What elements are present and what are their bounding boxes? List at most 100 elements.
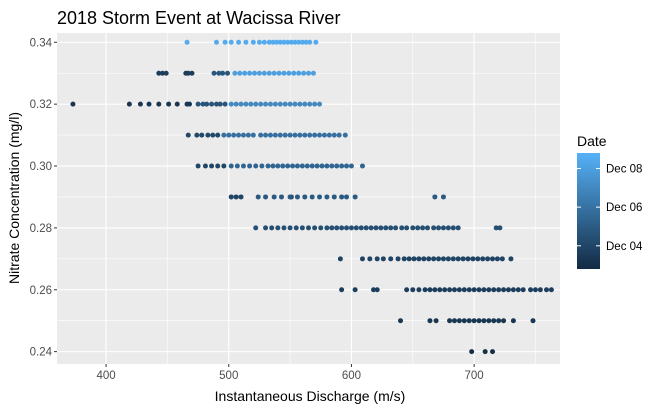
data-point	[312, 225, 318, 231]
data-point	[470, 256, 476, 262]
data-point	[329, 163, 335, 169]
data-point	[213, 101, 219, 107]
data-point	[250, 39, 256, 45]
data-point	[279, 194, 285, 200]
data-point	[287, 194, 293, 200]
data-point	[476, 287, 482, 293]
data-point	[290, 163, 296, 169]
data-point	[293, 225, 299, 231]
data-point	[460, 256, 466, 262]
data-point	[532, 287, 538, 293]
data-point	[126, 101, 132, 107]
data-point	[291, 70, 297, 76]
panel-background	[57, 33, 560, 364]
data-point	[537, 287, 543, 293]
data-point	[544, 287, 550, 293]
data-point	[189, 70, 195, 76]
data-point	[486, 287, 492, 293]
data-point	[194, 132, 200, 138]
data-point	[263, 194, 269, 200]
data-point	[288, 39, 294, 45]
data-point	[238, 101, 244, 107]
data-point	[253, 101, 259, 107]
data-point	[195, 163, 201, 169]
data-point	[271, 194, 277, 200]
y-tick-label: 0.24	[30, 347, 53, 359]
data-point	[292, 132, 298, 138]
data-point	[334, 163, 340, 169]
data-point	[431, 225, 437, 231]
data-point	[217, 101, 223, 107]
data-point	[271, 70, 277, 76]
data-point	[344, 225, 350, 231]
data-point	[344, 163, 350, 169]
data-point	[450, 256, 456, 262]
data-point	[277, 101, 283, 107]
data-point	[250, 132, 256, 138]
data-point	[309, 194, 315, 200]
data-point	[285, 163, 291, 169]
data-point	[314, 163, 320, 169]
data-point	[352, 194, 358, 200]
data-point	[427, 318, 433, 324]
legend-colorbar	[577, 153, 600, 269]
data-point	[256, 39, 262, 45]
data-point	[248, 101, 254, 107]
data-point	[228, 163, 234, 169]
data-point	[445, 225, 451, 231]
y-tick-label: 0.26	[30, 285, 52, 297]
data-point	[299, 39, 305, 45]
data-point	[304, 163, 310, 169]
data-point	[436, 256, 442, 262]
data-point	[440, 194, 446, 200]
data-point	[475, 256, 481, 262]
data-point	[184, 39, 190, 45]
data-point	[416, 287, 422, 293]
data-point	[427, 287, 433, 293]
data-point	[466, 318, 472, 324]
legend: Date Dec 04 Dec 06 Dec 08	[577, 133, 643, 269]
data-point	[339, 194, 345, 200]
data-point	[440, 256, 446, 262]
data-point	[276, 70, 282, 76]
y-tick-label: 0.28	[30, 223, 52, 235]
data-point	[299, 225, 305, 231]
data-point	[383, 225, 389, 231]
data-point	[451, 318, 457, 324]
data-point	[393, 225, 399, 231]
data-point	[373, 225, 379, 231]
data-point	[445, 256, 451, 262]
data-point	[496, 318, 502, 324]
data-point	[266, 39, 272, 45]
data-point	[282, 101, 288, 107]
data-point	[270, 163, 276, 169]
data-point	[225, 70, 231, 76]
x-tick-label: 700	[465, 370, 484, 382]
data-point	[466, 287, 472, 293]
data-point	[374, 256, 380, 262]
data-point	[195, 101, 201, 107]
data-point	[282, 132, 288, 138]
data-point	[528, 287, 534, 293]
data-point	[247, 70, 253, 76]
data-point	[425, 225, 431, 231]
data-point	[431, 256, 437, 262]
data-point	[404, 287, 410, 293]
data-point	[231, 132, 237, 138]
data-point	[296, 39, 302, 45]
data-point	[209, 163, 215, 169]
data-point	[451, 287, 457, 293]
data-point	[388, 256, 394, 262]
data-point	[368, 225, 374, 231]
data-point	[306, 225, 311, 231]
data-point	[302, 101, 308, 107]
data-point	[380, 256, 386, 262]
data-point	[476, 318, 482, 324]
data-point	[491, 318, 497, 324]
data-point	[491, 287, 497, 293]
data-point	[228, 194, 234, 200]
x-tick-label: 500	[219, 370, 238, 382]
data-point	[236, 132, 242, 138]
data-point	[501, 287, 507, 293]
